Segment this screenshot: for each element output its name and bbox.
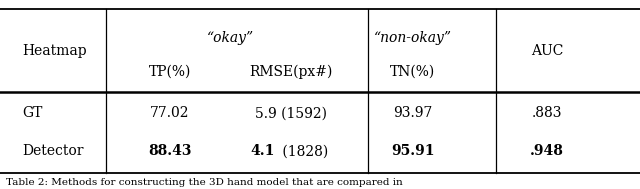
Text: “okay”: “okay” [207, 31, 254, 45]
Text: Table 2: Methods for constructing the 3D hand model that are compared in: Table 2: Methods for constructing the 3D… [6, 178, 403, 187]
Text: Heatmap: Heatmap [22, 44, 87, 58]
Text: 77.02: 77.02 [150, 106, 189, 120]
Text: Detector: Detector [22, 144, 84, 158]
Text: TP(%): TP(%) [148, 65, 191, 79]
Text: 88.43: 88.43 [148, 144, 191, 158]
Text: 93.97: 93.97 [393, 106, 433, 120]
Text: RMSE(px#): RMSE(px#) [250, 65, 333, 79]
Text: 95.91: 95.91 [391, 144, 435, 158]
Text: .883: .883 [532, 106, 563, 120]
Text: AUC: AUC [531, 44, 563, 58]
Text: TN(%): TN(%) [390, 65, 435, 79]
Text: .948: .948 [531, 144, 564, 158]
Text: GT: GT [22, 106, 43, 120]
Text: “non-okay”: “non-okay” [374, 31, 452, 45]
Text: 4.1: 4.1 [251, 144, 275, 158]
Text: 5.9 (1592): 5.9 (1592) [255, 106, 327, 120]
Text: (1828): (1828) [278, 144, 329, 158]
